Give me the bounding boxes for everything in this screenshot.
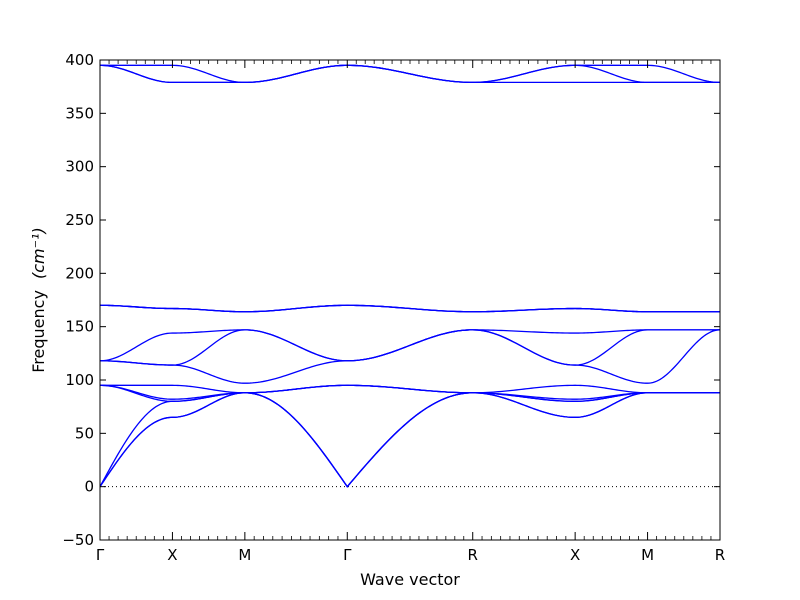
x-axis-title: Wave vector: [360, 570, 460, 589]
plot-area: Γ X M Γ R X M R −50 0 50 100 150 200 250 300 350 400: [62, 51, 725, 564]
x-tick-label: M: [641, 546, 654, 564]
y-tick-label: −50: [62, 531, 94, 549]
y-tick-label: 50: [75, 424, 94, 442]
band-line: [99, 392, 720, 488]
x-tick-label: M: [238, 546, 251, 564]
x-tick-label: Γ: [96, 546, 105, 564]
x-tick-label: Γ: [343, 546, 352, 564]
y-tick-label: 0: [84, 478, 94, 496]
y-axis-unit: (cm⁻¹): [29, 227, 48, 279]
band-line: [99, 392, 720, 488]
y-tick-label: 150: [65, 318, 94, 336]
y-ticks: −50 0 50 100 150 200 250 300 350 400: [62, 51, 720, 549]
y-tick-label: 400: [65, 51, 94, 69]
x-tick-label: R: [715, 546, 725, 564]
y-tick-label: 300: [65, 158, 94, 176]
band-line: [99, 392, 720, 488]
band-line: [100, 64, 721, 84]
series-group: [99, 64, 721, 488]
plot-frame: [99, 59, 721, 541]
y-tick-label: 250: [65, 211, 94, 229]
band-line: [99, 329, 720, 362]
band-line: [99, 304, 720, 313]
band-line: [100, 384, 720, 394]
y-axis-label: Frequency: [29, 290, 48, 373]
band-line: [99, 329, 721, 384]
y-tick-label: 200: [65, 264, 94, 282]
x-tick-label: X: [167, 546, 177, 564]
x-tick-label: R: [468, 546, 478, 564]
band-line: [99, 329, 720, 366]
y-tick-label: 100: [65, 371, 94, 389]
band-line: [99, 384, 720, 402]
y-tick-label: 350: [65, 104, 94, 122]
x-tick-label: X: [570, 546, 580, 564]
y-axis-title: Frequency (cm⁻¹): [29, 227, 48, 372]
